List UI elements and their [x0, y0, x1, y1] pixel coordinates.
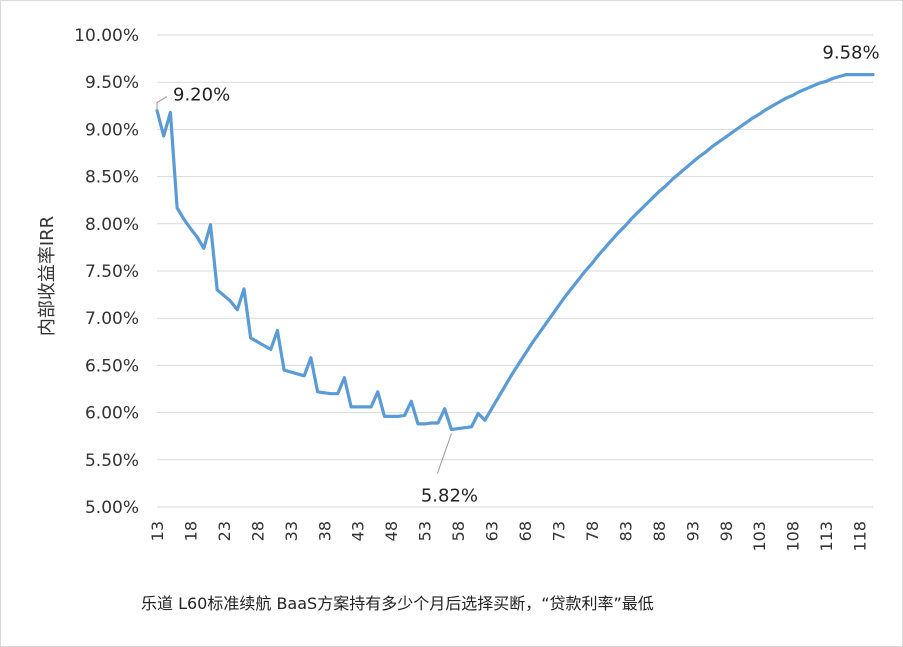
- x-tick-label: 118: [851, 521, 870, 552]
- y-tick-label: 9.00%: [85, 120, 139, 140]
- x-tick-label: 103: [750, 521, 769, 552]
- data-label: 9.20%: [173, 85, 230, 106]
- data-label: 9.58%: [822, 43, 879, 64]
- x-tick-label: 83: [616, 521, 635, 541]
- chart-caption: 乐道 L60标准续航 BaaS方案持有多少个月后选择买断，“贷款利率”最低: [141, 594, 654, 613]
- x-tick-label: 63: [483, 521, 502, 541]
- x-tick-label: 68: [516, 521, 535, 541]
- y-tick-label: 6.50%: [85, 356, 139, 376]
- x-tick-label: 23: [215, 521, 234, 541]
- y-tick-label: 9.50%: [85, 73, 139, 93]
- y-tick-label: 7.00%: [85, 309, 139, 329]
- x-tick-label: 88: [650, 521, 669, 541]
- annotation-leader: [156, 96, 168, 111]
- x-tick-label: 108: [784, 521, 803, 552]
- data-label: 5.82%: [421, 486, 478, 507]
- x-tick-label: 13: [148, 521, 167, 541]
- series-layer: [155, 72, 875, 432]
- x-tick-label: 113: [817, 521, 836, 552]
- y-tick-label: 8.50%: [85, 168, 139, 188]
- x-tick-label: 28: [248, 521, 267, 541]
- y-tick-label: 7.50%: [85, 262, 139, 282]
- x-tick-label: 58: [449, 521, 468, 541]
- y-axis-label: 内部收益率IRR: [37, 216, 58, 336]
- x-tick-label: 78: [583, 521, 602, 541]
- y-tick-label: 8.00%: [85, 215, 139, 235]
- x-tick-label: 53: [416, 521, 435, 541]
- x-tick-label: 18: [181, 521, 200, 541]
- x-tick-label: 33: [282, 521, 301, 541]
- series-line: [155, 72, 875, 432]
- y-tick-label: 5.00%: [85, 498, 139, 518]
- x-tick-label: 98: [717, 521, 736, 541]
- y-tick-label: 6.00%: [85, 404, 139, 424]
- x-tick-label: 38: [315, 521, 334, 541]
- gridlines: [157, 34, 873, 508]
- x-tick-label: 93: [683, 521, 702, 541]
- y-axis-ticks: 5.00% 5.50% 6.00% 6.50% 7.00% 7.50% 8.00% 8.50%…: [74, 26, 139, 518]
- x-axis-ticks: 13 18 23 28 33 38 43 48 53 58 63 68 73 78 83 88 93 98 103 1…: [148, 521, 870, 552]
- x-tick-label: 43: [349, 521, 368, 541]
- y-tick-label: 10.00%: [74, 26, 139, 46]
- y-tick-label: 5.50%: [85, 451, 139, 471]
- annotations: 9.20% 5.82% 9.58%: [156, 43, 880, 507]
- x-tick-label: 73: [549, 521, 568, 541]
- annotation-leader: [436, 433, 452, 474]
- x-tick-label: 48: [382, 521, 401, 541]
